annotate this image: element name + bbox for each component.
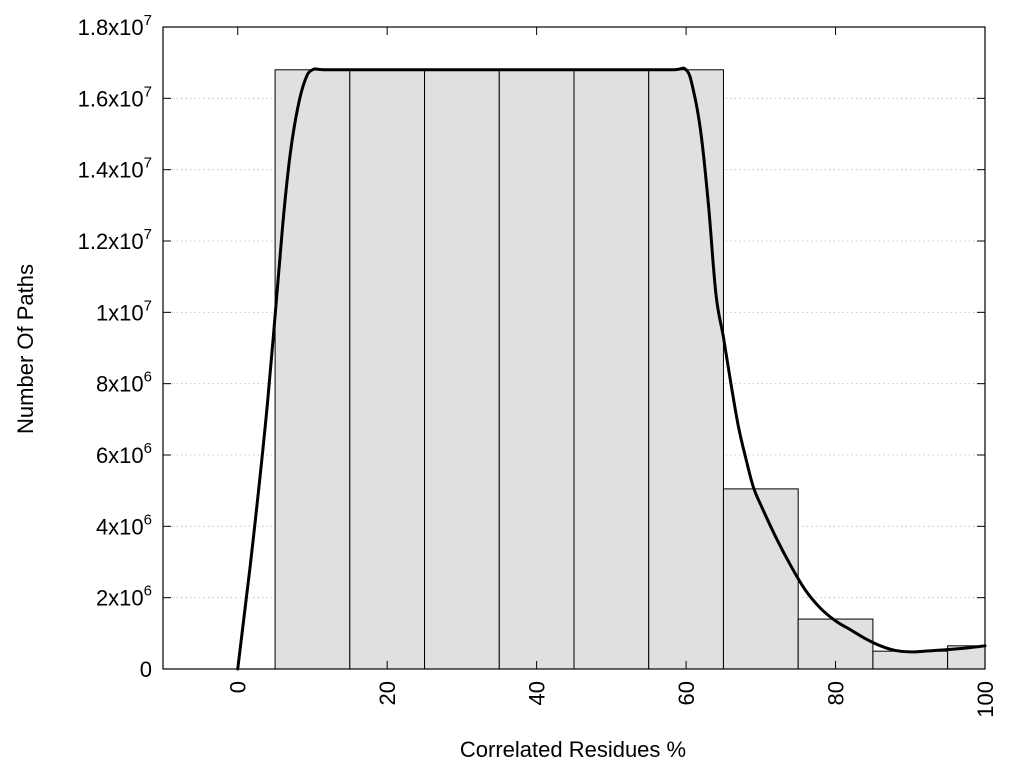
y-tick-label: 0 (140, 657, 152, 682)
histogram-bar (722, 488, 799, 670)
histogram-bar (872, 650, 949, 670)
histogram-bar (648, 69, 724, 670)
y-tick-exponent: 6 (144, 511, 152, 528)
x-tick-label: 60 (674, 681, 699, 705)
histogram-bar (424, 69, 500, 670)
y-tick-exponent: 7 (144, 297, 152, 314)
y-tick-label: 1x107 (96, 297, 152, 325)
y-tick-mantissa: 1.8x10 (78, 15, 144, 40)
y-tick-mantissa: 6x10 (96, 443, 144, 468)
x-tick-label: 0 (226, 681, 251, 693)
y-tick-label: 1.8x107 (78, 12, 152, 40)
y-tick-exponent: 6 (144, 583, 152, 600)
histogram-bar (349, 69, 426, 670)
y-tick-exponent: 7 (144, 83, 152, 100)
y-axis-ticks: 02x1064x1066x1068x1061x1071.2x1071.4x107… (78, 12, 985, 682)
y-tick-mantissa: 8x10 (96, 372, 144, 397)
y-tick-label: 1.2x107 (78, 226, 152, 254)
histogram-bar (498, 69, 575, 670)
histogram-bar (573, 69, 650, 670)
y-tick-label: 4x106 (96, 511, 152, 539)
y-tick-mantissa: 1.6x10 (78, 86, 144, 111)
y-axis-label: Number Of Paths (13, 264, 38, 434)
fit-curve (236, 66, 987, 671)
y-tick-exponent: 6 (144, 440, 152, 457)
x-axis-label: Correlated Residues % (460, 737, 686, 762)
y-tick-mantissa: 2x10 (96, 586, 144, 611)
y-tick-label: 2x106 (96, 583, 152, 611)
histogram-bar (274, 69, 351, 670)
x-tick-label: 20 (375, 681, 400, 705)
y-tick-mantissa: 1x10 (96, 300, 144, 325)
y-tick-exponent: 7 (144, 12, 152, 29)
histogram-bar (797, 618, 874, 670)
bars (274, 69, 986, 670)
y-tick-exponent: 7 (144, 155, 152, 172)
y-tick-mantissa: 4x10 (96, 514, 144, 539)
x-tick-label: 100 (973, 681, 998, 718)
y-tick-label: 8x106 (96, 369, 152, 397)
y-tick-label: 1.4x107 (78, 155, 152, 183)
y-tick-mantissa: 0 (140, 657, 152, 682)
y-tick-mantissa: 1.2x10 (78, 229, 144, 254)
y-tick-exponent: 7 (144, 226, 152, 243)
y-tick-label: 6x106 (96, 440, 152, 468)
x-tick-label: 80 (824, 681, 849, 705)
x-axis-ticks: 0 20 40 60 80 100 (226, 27, 998, 718)
fit-curve-line (236, 66, 987, 671)
y-tick-mantissa: 1.4x10 (78, 158, 144, 183)
plot-frame (162, 26, 986, 670)
x-tick-label: 40 (525, 681, 550, 705)
y-tick-exponent: 6 (144, 369, 152, 386)
y-tick-label: 1.6x107 (78, 83, 152, 111)
